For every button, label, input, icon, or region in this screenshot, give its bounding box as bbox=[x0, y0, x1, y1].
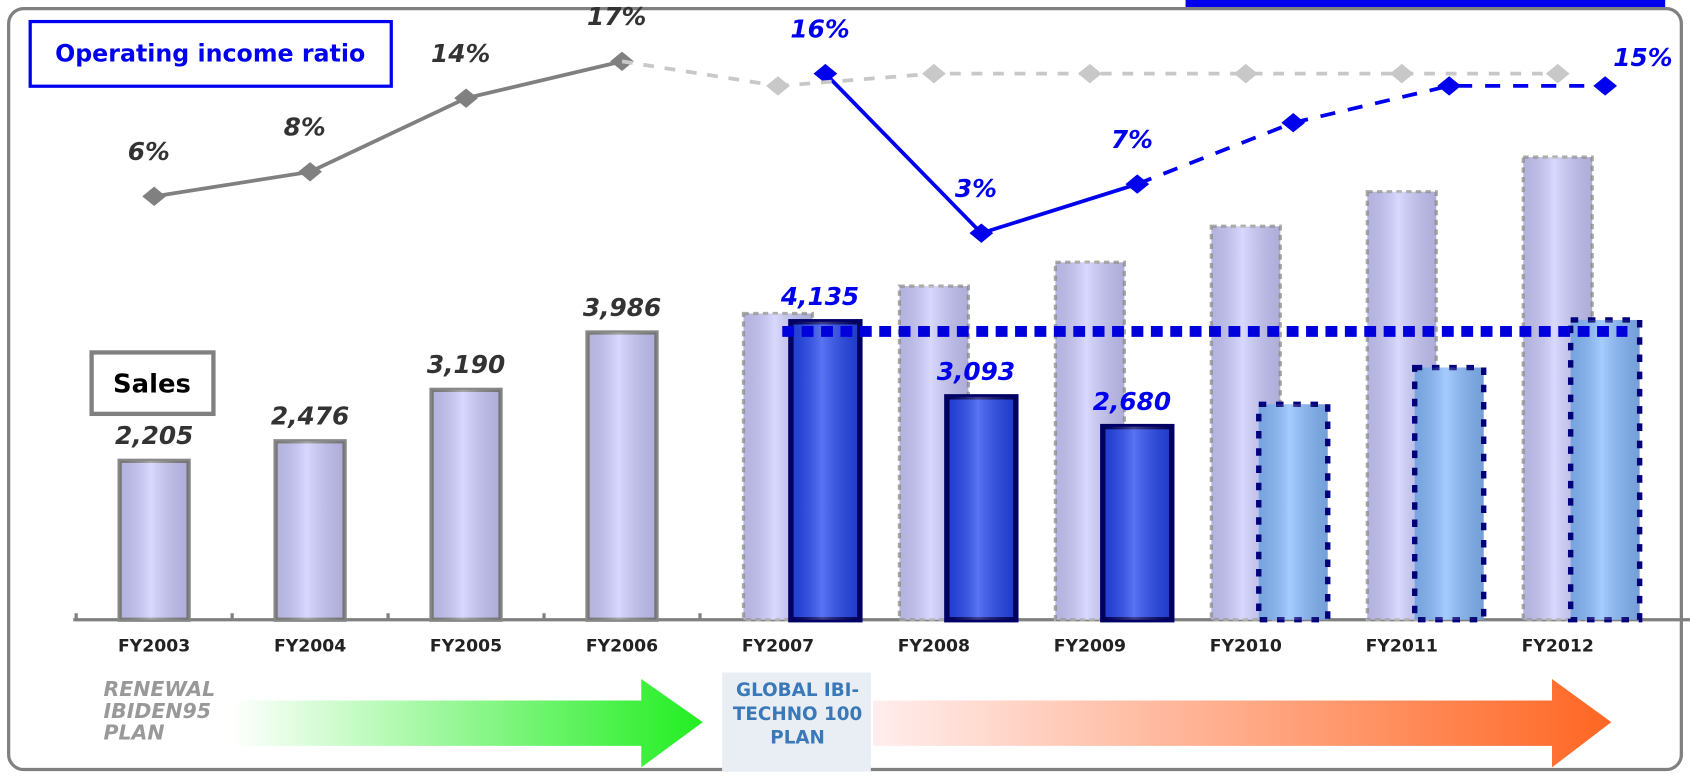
bar-shade bbox=[587, 332, 657, 620]
value-label: 3,190 bbox=[427, 350, 505, 379]
value-label: 16% bbox=[790, 15, 849, 44]
line bbox=[824, 72, 1138, 236]
plan-logo: RENEWAL IBIDEN95 PLAN bbox=[103, 679, 216, 745]
point bbox=[969, 223, 994, 243]
x-tick-label: FY2010 bbox=[1210, 637, 1282, 657]
arrow bbox=[873, 679, 1612, 768]
x-tick-label: FY2011 bbox=[1366, 637, 1438, 657]
x-tick-label: FY2006 bbox=[586, 637, 658, 657]
x-tick-label: FY2005 bbox=[430, 637, 502, 657]
plan-label: GLOBAL IBI-TECHNO 100 PLAN bbox=[732, 680, 863, 750]
plan-label: RENEWAL IBIDEN95 PLAN bbox=[103, 679, 216, 745]
value-label: 3,986 bbox=[583, 293, 661, 322]
point bbox=[142, 186, 166, 207]
point bbox=[922, 63, 946, 84]
value-label: 17% bbox=[587, 2, 646, 31]
bar-shade bbox=[946, 396, 1016, 620]
point bbox=[766, 76, 790, 96]
value-label: 14% bbox=[431, 39, 490, 68]
value-label: 3% bbox=[955, 174, 997, 203]
point bbox=[1593, 76, 1618, 96]
value-label: 6% bbox=[128, 137, 170, 166]
x-tick-label: FY2007 bbox=[742, 637, 814, 657]
line-connector bbox=[621, 59, 779, 88]
value-label: 8% bbox=[284, 113, 326, 142]
plan-logo bbox=[722, 672, 871, 772]
plan-logo-text: GLOBAL IBI-TECHNO 100 PLAN bbox=[732, 680, 863, 750]
legend-label: Sales bbox=[113, 369, 191, 399]
value-label: 2,680 bbox=[1093, 387, 1171, 416]
value-label: 2,476 bbox=[271, 402, 349, 431]
x-tick-label: FY2004 bbox=[274, 637, 346, 657]
line bbox=[153, 59, 623, 199]
x-tick-label: FY2008 bbox=[898, 637, 970, 657]
value-label: 15% bbox=[1613, 43, 1672, 72]
top-bar bbox=[1185, 0, 1666, 9]
value-label: 2,205 bbox=[115, 421, 193, 450]
legend-box bbox=[28, 19, 393, 88]
value-label: 4,135 bbox=[780, 282, 859, 311]
bar-shade bbox=[1570, 319, 1640, 620]
point bbox=[454, 88, 478, 108]
arrow bbox=[231, 679, 703, 768]
point bbox=[1233, 63, 1258, 84]
point bbox=[1078, 63, 1102, 84]
line bbox=[1292, 84, 1606, 125]
point bbox=[1389, 63, 1414, 84]
point bbox=[1281, 113, 1306, 133]
bar-shade bbox=[790, 321, 860, 620]
point bbox=[298, 162, 322, 182]
legend-box bbox=[89, 350, 216, 417]
x-tick-label: FY2012 bbox=[1522, 637, 1594, 657]
bar-shade bbox=[1414, 367, 1484, 620]
bar-shade bbox=[1258, 404, 1328, 620]
point bbox=[1545, 63, 1570, 84]
x-tick-label: FY2003 bbox=[118, 637, 190, 657]
x-tick-label: FY2009 bbox=[1054, 637, 1126, 657]
value-label: 7% bbox=[1111, 125, 1153, 154]
bar-shade bbox=[431, 389, 501, 620]
bar-shade bbox=[1102, 426, 1172, 620]
line bbox=[777, 71, 1558, 88]
bar-shade bbox=[275, 441, 345, 620]
line-connector bbox=[1136, 120, 1294, 186]
point bbox=[1125, 174, 1150, 194]
value-label: 3,093 bbox=[937, 357, 1015, 386]
legend-label: Operating income ratio bbox=[55, 39, 365, 67]
bar-shade bbox=[119, 460, 189, 620]
point bbox=[1437, 76, 1462, 96]
